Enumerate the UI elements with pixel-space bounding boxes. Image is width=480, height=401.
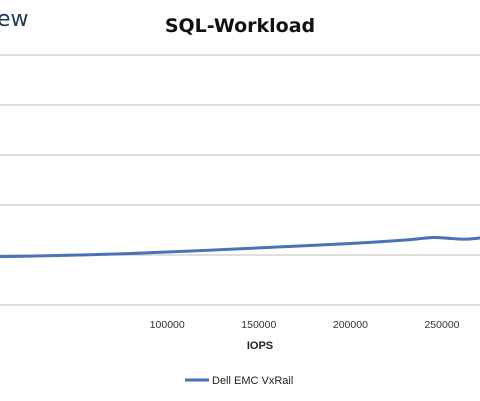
x-tick-labels: 0100000150000200000250000300000 — [150, 319, 460, 331]
gridlines — [0, 54, 480, 256]
series-line-dell-emc-vxrail — [0, 235, 480, 259]
x-tick-label: 200000 — [333, 319, 368, 331]
series-group — [0, 235, 480, 259]
x-tick-label: 150000 — [241, 319, 276, 331]
x-tick-label: 100000 — [150, 319, 185, 331]
chart-title: SQL-Workload — [165, 15, 315, 37]
legend-label: Dell EMC VxRail — [212, 375, 293, 387]
x-axis-label: IOPS — [247, 340, 273, 352]
x-tick-label: 250000 — [424, 319, 459, 331]
watermark-logo-text: ew — [0, 7, 29, 32]
